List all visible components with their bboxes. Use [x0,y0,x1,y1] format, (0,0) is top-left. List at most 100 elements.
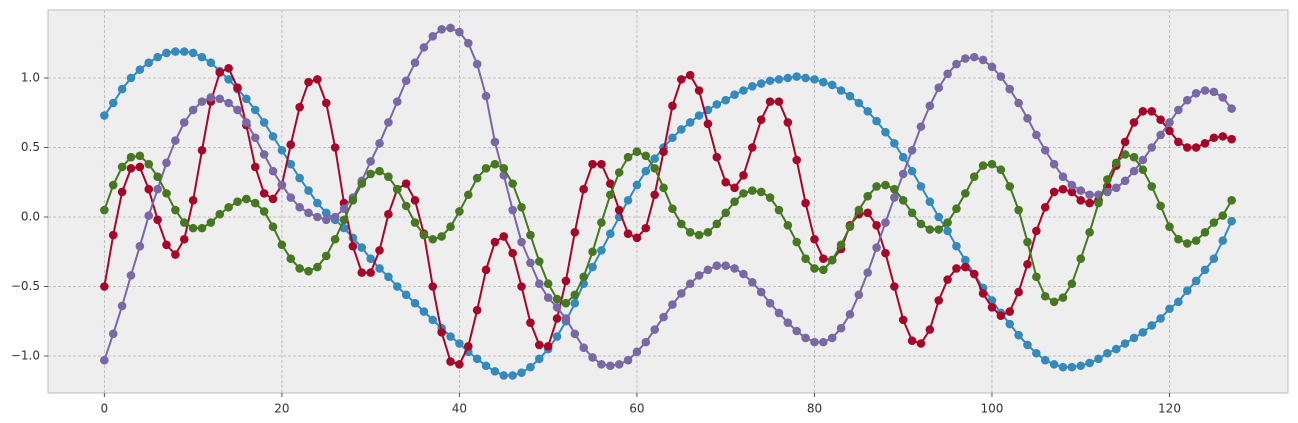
point [765,76,775,86]
point [481,361,491,371]
point [623,196,633,205]
point [171,47,180,56]
point [570,329,580,339]
point [1200,265,1210,275]
point [934,296,944,305]
point [117,162,127,172]
point [508,371,517,380]
point [748,278,757,287]
point [144,58,154,67]
point [117,187,127,197]
point [606,229,615,238]
point [455,27,464,37]
point [1156,130,1165,140]
point [774,205,784,215]
point [499,164,509,173]
point [614,205,624,215]
point [650,190,659,200]
point [534,354,544,364]
point [881,180,890,190]
point [455,360,464,369]
point [668,300,677,309]
y-tick-label: 0.0 [21,210,40,224]
x-tick-label: 60 [629,402,644,416]
point [1120,137,1130,147]
point [703,265,713,275]
point [295,102,304,112]
point [907,208,917,218]
point [952,59,961,69]
point [481,164,491,173]
point [969,172,979,181]
point [1040,291,1050,301]
point [197,223,207,233]
point [721,177,730,187]
point [330,234,340,244]
point [233,197,242,207]
point [268,132,278,141]
point [632,347,642,357]
point [268,222,278,232]
point [446,222,455,232]
point [694,271,704,280]
point [1209,133,1219,143]
y-tick-label: 0.5 [21,140,40,154]
point [348,241,358,251]
point [313,198,322,208]
point [854,290,864,300]
point [330,212,340,222]
point [313,75,322,84]
point [1156,201,1165,211]
point [1076,196,1086,205]
point [623,355,633,365]
point [845,222,855,232]
point [534,279,544,289]
point [463,341,473,351]
point [455,339,464,348]
point [934,212,944,222]
point [801,333,810,343]
point [597,159,606,169]
point [890,282,899,291]
point [978,289,988,298]
point [1005,307,1015,316]
point [108,180,118,190]
point [1076,186,1086,195]
point [268,166,278,176]
point [685,279,695,289]
point [517,368,526,378]
point [375,264,384,273]
point [721,261,730,270]
point [916,219,926,229]
point [321,215,331,225]
x-tick-label: 100 [981,402,1004,416]
point [623,152,633,162]
point [304,208,313,218]
point [410,58,420,67]
point [712,219,722,229]
point [668,101,677,111]
point [783,221,793,230]
point [614,168,624,177]
point [366,169,375,179]
point [712,152,722,162]
point [1138,165,1148,175]
point [375,139,384,148]
point [739,189,748,198]
point [1067,180,1077,190]
point [907,336,917,346]
point [872,116,881,126]
point [1058,293,1068,302]
point [961,189,970,198]
point [987,303,997,312]
point [632,233,642,243]
point [215,68,225,77]
y-tick-label: −1.0 [11,349,40,363]
point [1200,227,1210,237]
point [366,254,375,264]
x-tick-label: 20 [274,402,289,416]
point [730,90,739,99]
point [774,308,784,318]
point [632,180,642,190]
point [428,282,438,291]
